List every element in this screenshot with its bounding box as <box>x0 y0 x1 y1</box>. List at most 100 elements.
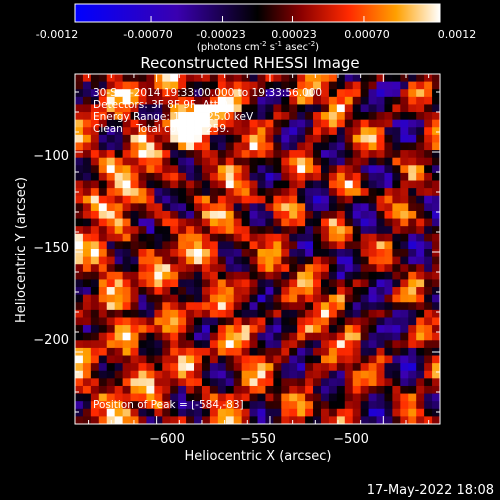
heatmap-cell <box>352 218 362 227</box>
heatmap-cell <box>114 165 123 174</box>
heatmap-cell <box>313 416 322 425</box>
heatmap-cell <box>98 195 108 204</box>
heatmap-cell <box>265 317 274 326</box>
heatmap-cell <box>313 302 322 311</box>
heatmap-cell <box>392 287 401 296</box>
heatmap-cell <box>233 89 243 98</box>
heatmap-cell <box>360 188 369 197</box>
heatmap-cell <box>98 401 108 410</box>
heatmap-cell <box>154 104 163 113</box>
heatmap-cell <box>305 355 314 364</box>
heatmap-cell <box>178 112 187 121</box>
heatmap-cell <box>130 89 139 98</box>
heatmap-cell <box>289 241 298 250</box>
heatmap-cell <box>98 142 108 151</box>
heatmap-cell <box>75 370 84 379</box>
heatmap-cell <box>162 112 171 121</box>
heatmap-cell <box>320 325 330 334</box>
heatmap-cell <box>114 370 123 379</box>
heatmap-cell <box>75 112 84 121</box>
heatmap-cell <box>384 226 393 235</box>
heatmap-cell <box>241 96 250 105</box>
heatmap-cell <box>257 378 266 387</box>
heatmap-cell <box>360 332 369 341</box>
annotations: 30-Sep-2014 19:33:00.000 to 19:33:56.000… <box>93 87 322 411</box>
heatmap-cell <box>265 218 274 227</box>
heatmap-cell <box>209 233 219 242</box>
heatmap-cell <box>305 119 314 128</box>
heatmap-cell <box>392 119 401 128</box>
heatmap-cell <box>241 347 250 356</box>
heatmap-cell <box>416 393 425 402</box>
heatmap-cell <box>146 119 155 128</box>
heatmap-cell <box>432 340 441 349</box>
heatmap-cell <box>146 401 155 410</box>
heatmap-cell <box>249 401 258 410</box>
heatmap-cell <box>106 347 116 356</box>
heatmap-cell <box>328 188 338 197</box>
heatmap-cell <box>82 302 92 311</box>
heatmap-cell <box>114 401 123 410</box>
heatmap-cell <box>122 119 131 128</box>
heatmap-cell <box>209 218 219 227</box>
heatmap-cell <box>336 287 346 296</box>
heatmap-cell <box>217 408 227 417</box>
heatmap-cell <box>233 401 243 410</box>
heatmap-cell <box>336 134 346 143</box>
heatmap-cell <box>75 172 84 181</box>
heatmap-cell <box>392 317 401 326</box>
heatmap-cell <box>154 347 163 356</box>
heatmap-cell <box>98 226 108 235</box>
heatmap-cell <box>75 195 84 204</box>
heatmap-cell <box>162 294 171 303</box>
heatmap-cell <box>90 188 100 197</box>
heatmap-cell <box>162 279 171 288</box>
heatmap-cell <box>360 279 369 288</box>
heatmap-cell <box>257 203 266 212</box>
heatmap-cell <box>201 256 211 265</box>
heatmap-cell <box>424 287 433 296</box>
heatmap-cell <box>297 226 306 235</box>
heatmap-cell <box>424 302 433 311</box>
heatmap-cell <box>360 287 369 296</box>
heatmap-cell <box>114 210 123 219</box>
heatmap-cell <box>249 408 258 417</box>
heatmap-cell <box>273 294 282 303</box>
heatmap-cell <box>249 256 258 265</box>
heatmap-cell <box>297 287 306 296</box>
heatmap-cell <box>432 81 441 90</box>
heatmap-cell <box>233 317 243 326</box>
heatmap-cell <box>257 96 266 105</box>
heatmap-cell <box>289 279 298 288</box>
heatmap-cell <box>170 241 179 250</box>
heatmap-cell <box>313 256 322 265</box>
heatmap-cell <box>408 325 417 334</box>
heatmap-cell <box>122 218 131 227</box>
heatmap-cell <box>424 385 433 394</box>
heatmap-cell <box>249 81 258 90</box>
heatmap-cell <box>209 355 219 364</box>
heatmap-cell <box>281 218 290 227</box>
heatmap-cell <box>194 112 203 121</box>
heatmap-cell <box>75 188 84 197</box>
heatmap-cell <box>336 172 346 181</box>
heatmap-cell <box>82 210 92 219</box>
heatmap-cell <box>360 119 369 128</box>
heatmap-cell <box>225 157 235 166</box>
heatmap-cell <box>98 81 108 90</box>
heatmap-cell <box>201 96 211 105</box>
heatmap-cell <box>368 302 377 311</box>
heatmap-cell <box>289 347 298 356</box>
heatmap-cell <box>194 150 203 159</box>
heatmap-cell <box>297 408 306 417</box>
heatmap-cell <box>352 195 362 204</box>
heatmap-cell <box>352 309 362 318</box>
heatmap-cell <box>146 416 155 425</box>
heatmap-cell <box>249 241 258 250</box>
heatmap-cell <box>106 340 116 349</box>
heatmap-cell <box>90 210 100 219</box>
heatmap-cell <box>344 340 354 349</box>
heatmap-cell <box>106 249 116 258</box>
heatmap-cell <box>130 104 139 113</box>
heatmap-cell <box>408 127 417 136</box>
